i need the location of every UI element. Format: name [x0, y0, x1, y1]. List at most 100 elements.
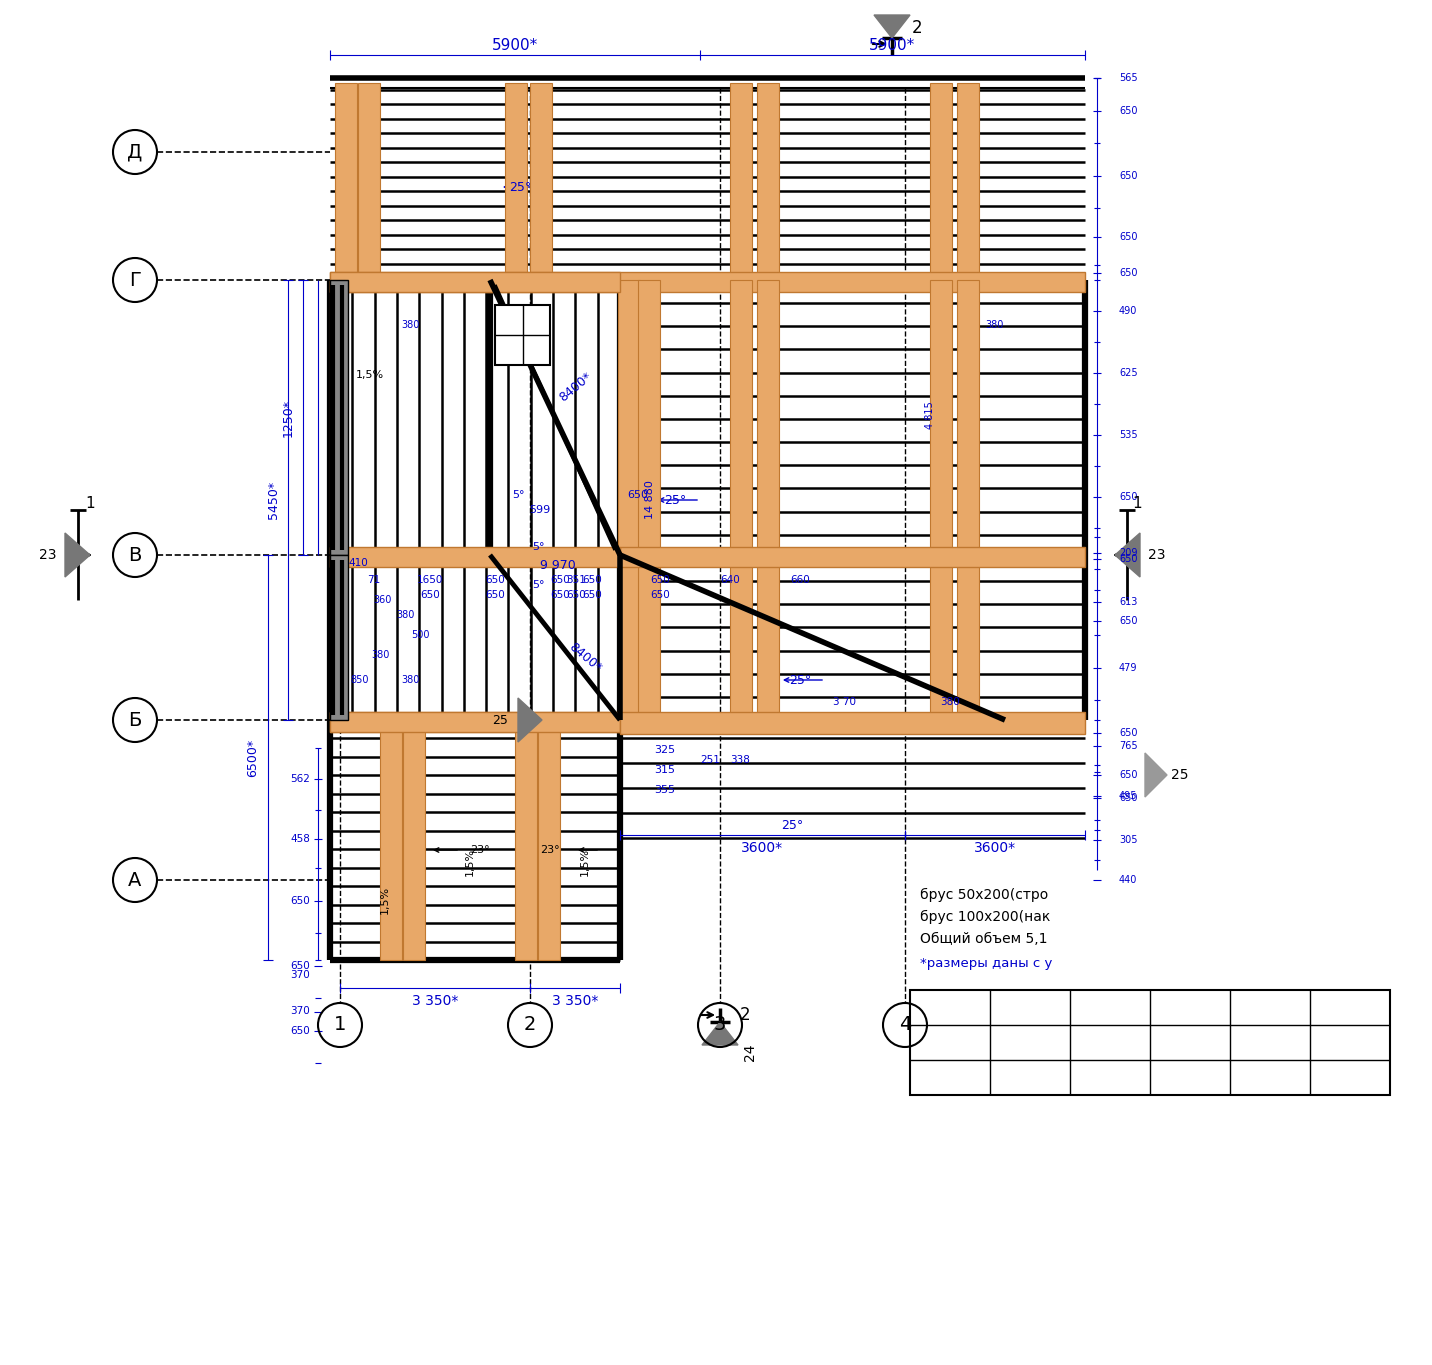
Text: 23: 23: [39, 547, 57, 562]
Bar: [957, 280, 979, 719]
Text: 458: 458: [291, 834, 309, 844]
Text: 305: 305: [1118, 835, 1137, 845]
Text: 23°: 23°: [540, 845, 560, 854]
Text: 650: 650: [551, 575, 570, 586]
Text: 1650: 1650: [417, 575, 444, 586]
Text: 1,5%: 1,5%: [580, 848, 590, 876]
Text: 4 815: 4 815: [925, 401, 935, 429]
Polygon shape: [64, 532, 90, 577]
Bar: [929, 280, 952, 719]
Bar: [758, 280, 779, 719]
Bar: [619, 280, 640, 719]
Text: 25°: 25°: [789, 673, 811, 687]
Bar: [329, 556, 348, 719]
Bar: [957, 83, 979, 277]
Bar: [620, 547, 1085, 566]
Text: 599: 599: [530, 505, 551, 515]
Polygon shape: [1116, 532, 1140, 577]
Bar: [1071, 1061, 1148, 1093]
Bar: [929, 83, 952, 277]
Text: 24: 24: [743, 1043, 758, 1061]
Text: брус 50x200(стро: брус 50x200(стро: [919, 889, 1048, 902]
Bar: [329, 272, 620, 292]
Text: 380: 380: [941, 698, 959, 707]
Text: 5°: 5°: [511, 490, 524, 500]
Bar: [538, 719, 560, 960]
Text: 640: 640: [720, 575, 740, 586]
Text: 650: 650: [650, 590, 670, 601]
Text: 613: 613: [1118, 597, 1137, 607]
Text: 5450*: 5450*: [266, 480, 279, 519]
Text: 5°: 5°: [531, 580, 544, 590]
Bar: [505, 83, 527, 277]
Text: Б: Б: [129, 711, 142, 729]
Text: 3 70: 3 70: [833, 698, 856, 707]
Text: 370: 370: [291, 971, 309, 980]
Text: 650: 650: [1118, 793, 1137, 803]
Text: А: А: [129, 871, 142, 890]
Text: 535: 535: [1118, 430, 1137, 440]
Text: 650: 650: [1118, 728, 1137, 737]
Text: 380: 380: [395, 610, 414, 620]
Bar: [402, 719, 425, 960]
Bar: [516, 719, 537, 960]
Text: 380: 380: [985, 319, 1004, 330]
Text: 765: 765: [1118, 741, 1137, 751]
Text: 650: 650: [650, 575, 670, 586]
Text: 3: 3: [713, 1016, 726, 1035]
Text: 500: 500: [411, 631, 430, 640]
Text: 3 350*: 3 350*: [412, 994, 458, 1007]
Text: 650: 650: [551, 590, 570, 601]
Text: 25°: 25°: [664, 494, 686, 506]
Text: 410: 410: [348, 558, 368, 568]
Text: 650: 650: [1118, 105, 1137, 116]
Text: 1,5%: 1,5%: [357, 370, 384, 379]
Bar: [909, 990, 1390, 1095]
Text: 650: 650: [1118, 268, 1137, 277]
Text: 5°: 5°: [531, 542, 544, 551]
Bar: [758, 83, 779, 277]
Text: 650: 650: [1118, 770, 1137, 779]
Bar: [329, 547, 620, 566]
Text: 650: 650: [583, 590, 603, 601]
Bar: [639, 280, 660, 719]
Bar: [730, 280, 752, 719]
Text: 351: 351: [567, 575, 587, 586]
Bar: [329, 713, 620, 732]
Text: 209: 209: [1118, 547, 1137, 558]
Polygon shape: [874, 15, 909, 38]
Text: *размеры даны с у: *размеры даны с у: [919, 957, 1053, 969]
Bar: [329, 272, 1085, 292]
Text: 3 350*: 3 350*: [551, 994, 599, 1007]
Polygon shape: [518, 698, 541, 743]
Text: Г: Г: [129, 270, 140, 289]
Text: 370: 370: [291, 1006, 309, 1017]
Text: 650: 650: [1118, 616, 1137, 627]
Text: 1,5%: 1,5%: [379, 886, 390, 915]
Text: 3600*: 3600*: [742, 841, 783, 854]
Polygon shape: [1146, 753, 1167, 797]
Text: 2: 2: [524, 1016, 536, 1035]
Text: 25°: 25°: [508, 180, 531, 194]
Text: 25: 25: [493, 714, 508, 726]
Text: 650: 650: [421, 590, 441, 601]
Bar: [730, 83, 752, 277]
Text: 2: 2: [740, 1006, 750, 1024]
Bar: [911, 1061, 990, 1093]
Text: 660: 660: [790, 575, 811, 586]
Text: В: В: [129, 546, 142, 565]
Text: 5900*: 5900*: [869, 37, 915, 52]
Text: 23: 23: [1148, 547, 1166, 562]
Text: 625: 625: [1118, 369, 1137, 378]
Bar: [379, 719, 402, 960]
Text: 14 880: 14 880: [644, 480, 654, 520]
Text: 355: 355: [654, 785, 676, 794]
Text: 650: 650: [485, 575, 505, 586]
Bar: [358, 83, 379, 277]
Text: 251: 251: [700, 755, 720, 764]
Text: 2: 2: [912, 19, 922, 37]
Text: 440: 440: [1118, 875, 1137, 885]
Text: 3600*: 3600*: [974, 841, 1017, 854]
Text: 479: 479: [1118, 662, 1137, 673]
Text: 9 970: 9 970: [540, 558, 576, 572]
